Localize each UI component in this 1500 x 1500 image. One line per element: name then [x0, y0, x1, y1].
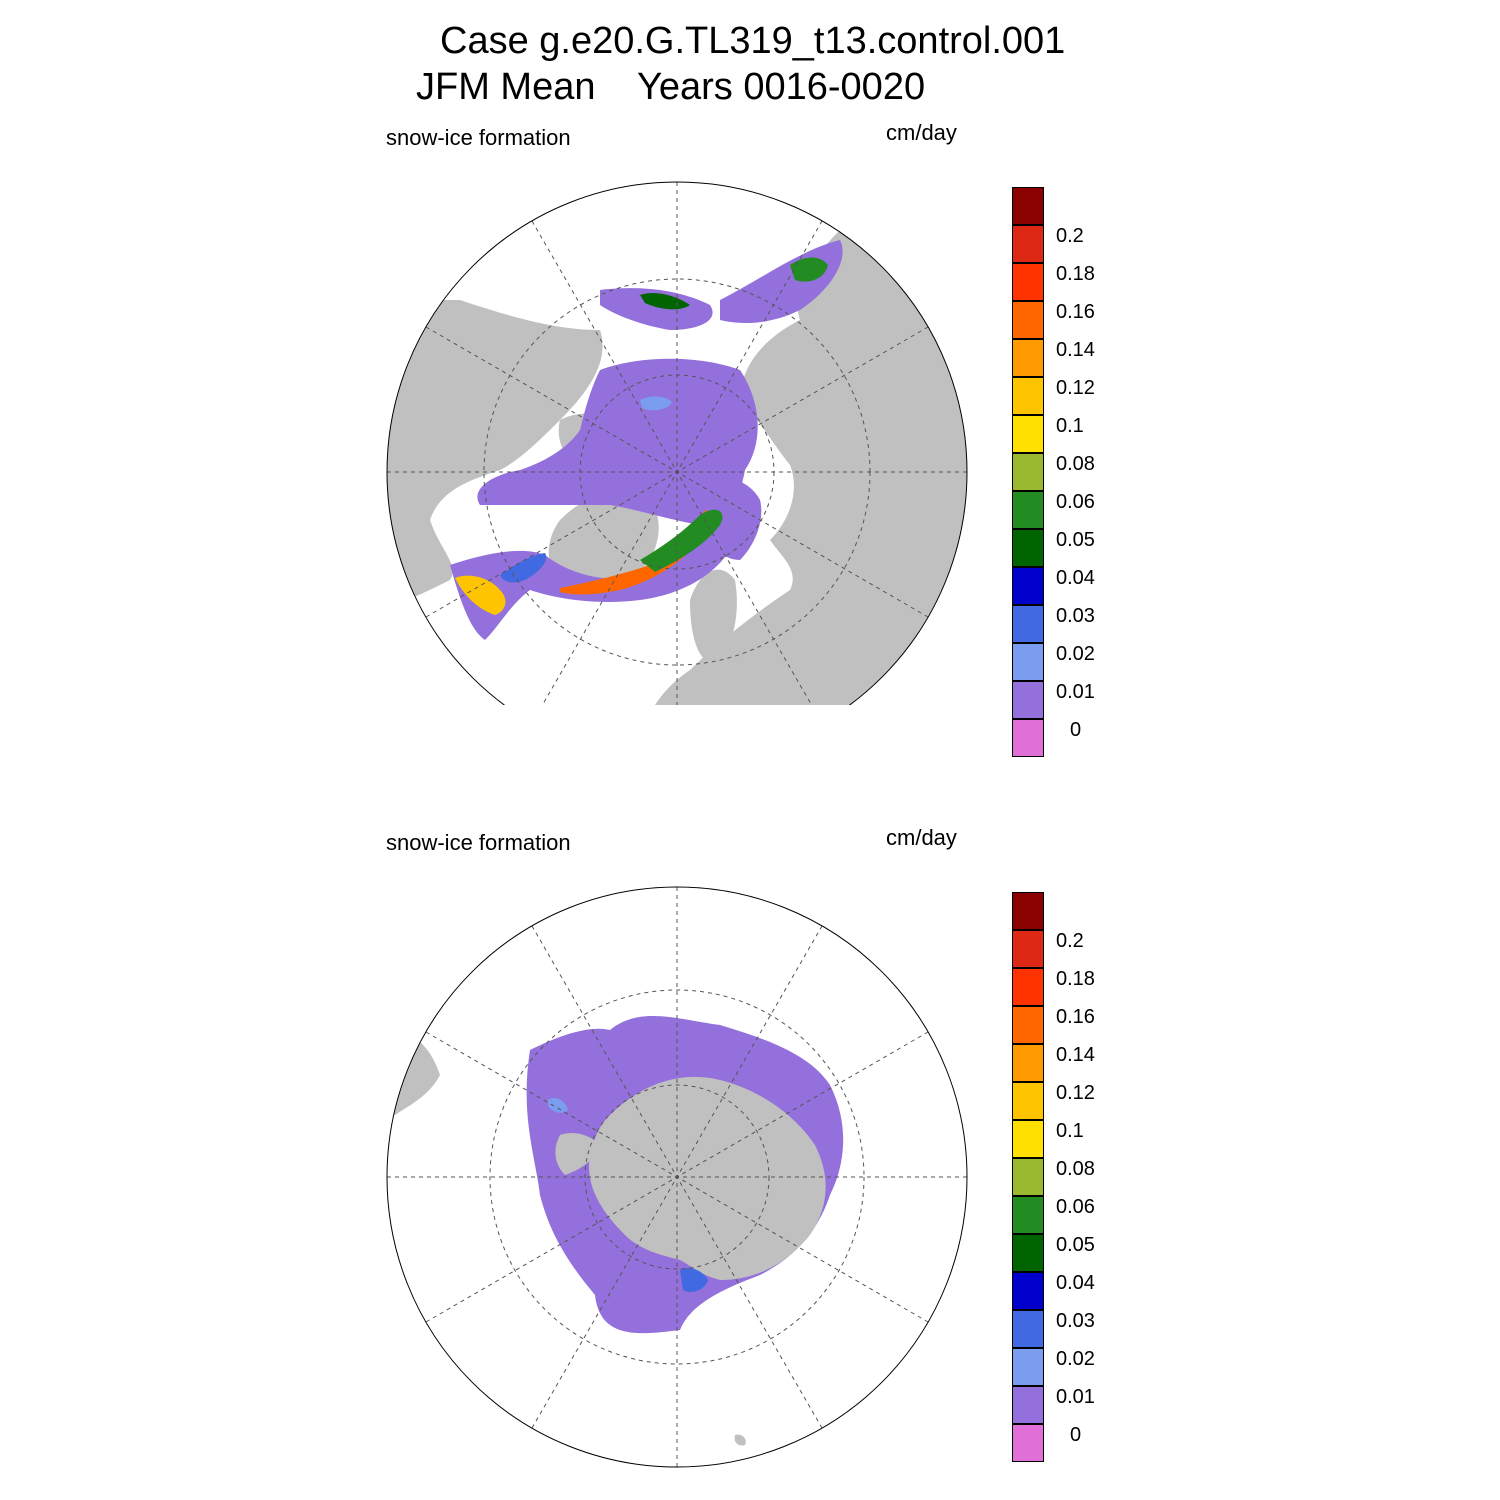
- south-variable-label: snow-ice formation: [386, 830, 571, 855]
- figure-title-line1: Case g.e20.G.TL319_t13.control.001: [440, 20, 1066, 62]
- south-colorbar-swatch: [1012, 968, 1044, 1006]
- north-colorbar-swatch: [1012, 187, 1044, 225]
- north-colorbar-tick-label: 0.03: [1056, 605, 1095, 627]
- north-colorbar-swatch: [1012, 263, 1044, 301]
- north-land-eurasia: [630, 230, 967, 705]
- south-colorbar-swatch: [1012, 1044, 1044, 1082]
- north-colorbar-swatch: [1012, 643, 1044, 681]
- north-map-border: [386, 181, 968, 705]
- north-colorbar-tick-label: 0.18: [1056, 263, 1095, 285]
- north-colorbar-swatch: [1012, 681, 1044, 719]
- south-colorbar-tick-label: 0.03: [1056, 1310, 1095, 1332]
- north-land-greenland: [548, 489, 659, 592]
- north-ice-pacific-sector: [600, 288, 713, 330]
- south-colorbar-swatch: [1012, 1424, 1044, 1462]
- south-land-peninsula: [555, 1133, 600, 1175]
- south-colorbar-swatch: [1012, 1386, 1044, 1424]
- north-ice-high-labrador: [455, 575, 506, 615]
- south-colorbar-swatch: [1012, 1006, 1044, 1044]
- south-colorbar-tick-label: 0.05: [1056, 1234, 1095, 1256]
- south-colorbar-tick-label: 0.1: [1056, 1120, 1084, 1142]
- south-colorbar-tick-label: 0.16: [1056, 1006, 1095, 1028]
- north-colorbar-tick-label: 0.02: [1056, 643, 1095, 665]
- south-colorbar-swatch: [1012, 1348, 1044, 1386]
- south-map-border: [386, 886, 968, 1468]
- south-colorbar-tick-label: 0.08: [1056, 1158, 1095, 1180]
- south-colorbar-swatch: [1012, 1196, 1044, 1234]
- north-colorbar-tick-label: 0.01: [1056, 681, 1095, 703]
- north-colorbar-tick-label: 0.2: [1056, 225, 1084, 247]
- north-colorbar-swatch: [1012, 529, 1044, 567]
- north-colorbar-tick-label: 0.16: [1056, 301, 1095, 323]
- south-colorbar-tick-label: 0.2: [1056, 930, 1084, 952]
- north-ice-mid-labrador: [500, 553, 547, 583]
- north-colorbar-tick-label: 0.04: [1056, 567, 1095, 589]
- south-ice-ross-high: [680, 1268, 708, 1292]
- north-graticule: [387, 182, 967, 705]
- north-colorbar-swatch: [1012, 301, 1044, 339]
- north-land-scandinavia: [690, 569, 737, 663]
- north-colorbar-swatch: [1012, 719, 1044, 757]
- north-colorbar-swatch: [1012, 491, 1044, 529]
- south-colorbar-swatch: [1012, 1310, 1044, 1348]
- north-colorbar-tick-label: 0: [1070, 719, 1082, 741]
- north-colorbar-tick-label: 0.12: [1056, 377, 1095, 399]
- north-colorbar-swatch: [1012, 453, 1044, 491]
- north-polar-panel: snow-ice formation cm/day: [0, 0, 1500, 757]
- south-colorbar-tick-label: 0: [1070, 1424, 1082, 1446]
- south-colorbar-swatch: [1012, 1234, 1044, 1272]
- north-colorbar-tick-label: 0.06: [1056, 491, 1095, 513]
- south-units-label: cm/day: [886, 825, 957, 850]
- south-colorbar: 0 0.01 0.02 0.03 0.04 0.05 0.06 0.08 0.1 0.12 0.14…: [1012, 892, 1095, 1462]
- north-colorbar-tick-label: 0.05: [1056, 529, 1095, 551]
- south-graticule: [387, 887, 967, 1467]
- south-land-island: [734, 1434, 746, 1446]
- north-colorbar-tick-label: 0.14: [1056, 339, 1095, 361]
- north-colorbar-swatch: [1012, 225, 1044, 263]
- north-colorbar: 0 0.01 0.02 0.03 0.04 0.05 0.06 0.08 0.1 0.12 0.14…: [1012, 187, 1095, 757]
- south-colorbar-tick-label: 0.12: [1056, 1082, 1095, 1104]
- south-colorbar-tick-label: 0.06: [1056, 1196, 1095, 1218]
- south-colorbar-tick-label: 0.04: [1056, 1272, 1095, 1294]
- north-units-label: cm/day: [886, 120, 957, 145]
- north-ice-central-patch: [640, 396, 672, 411]
- north-variable-label: snow-ice formation: [386, 125, 571, 150]
- north-polar-map: [386, 181, 968, 705]
- north-ice-barents: [700, 476, 762, 560]
- south-colorbar-swatch: [1012, 892, 1044, 930]
- north-colorbar-swatch: [1012, 377, 1044, 415]
- north-colorbar-swatch: [1012, 567, 1044, 605]
- north-ice-arctic-basin: [477, 358, 758, 525]
- north-colorbar-swatch: [1012, 339, 1044, 377]
- north-colorbar-tick-label: 0.1: [1056, 415, 1084, 437]
- south-colorbar-tick-label: 0.18: [1056, 968, 1095, 990]
- north-colorbar-tick-label: 0.08: [1056, 453, 1095, 475]
- south-colorbar-swatch: [1012, 1120, 1044, 1158]
- south-colorbar-swatch: [1012, 1158, 1044, 1196]
- south-polar-panel: snow-ice formation cm/day: [0, 705, 1500, 1468]
- figure-title-line2: JFM Mean Years 0016-0020: [416, 66, 926, 108]
- north-colorbar-swatch: [1012, 605, 1044, 643]
- north-land-north-america: [387, 300, 603, 610]
- south-colorbar-swatch: [1012, 930, 1044, 968]
- south-colorbar-swatch: [1012, 1082, 1044, 1120]
- south-colorbar-swatch: [1012, 1272, 1044, 1310]
- north-colorbar-swatch: [1012, 415, 1044, 453]
- south-colorbar-tick-label: 0.01: [1056, 1386, 1095, 1408]
- north-ice-mid-greenland-sea: [640, 509, 723, 572]
- south-polar-map: [386, 886, 968, 1468]
- south-colorbar-tick-label: 0.02: [1056, 1348, 1095, 1370]
- south-ice-peninsula-patch: [548, 1098, 568, 1113]
- north-ice-okhotsk-high: [790, 257, 828, 282]
- south-colorbar-tick-label: 0.14: [1056, 1044, 1095, 1066]
